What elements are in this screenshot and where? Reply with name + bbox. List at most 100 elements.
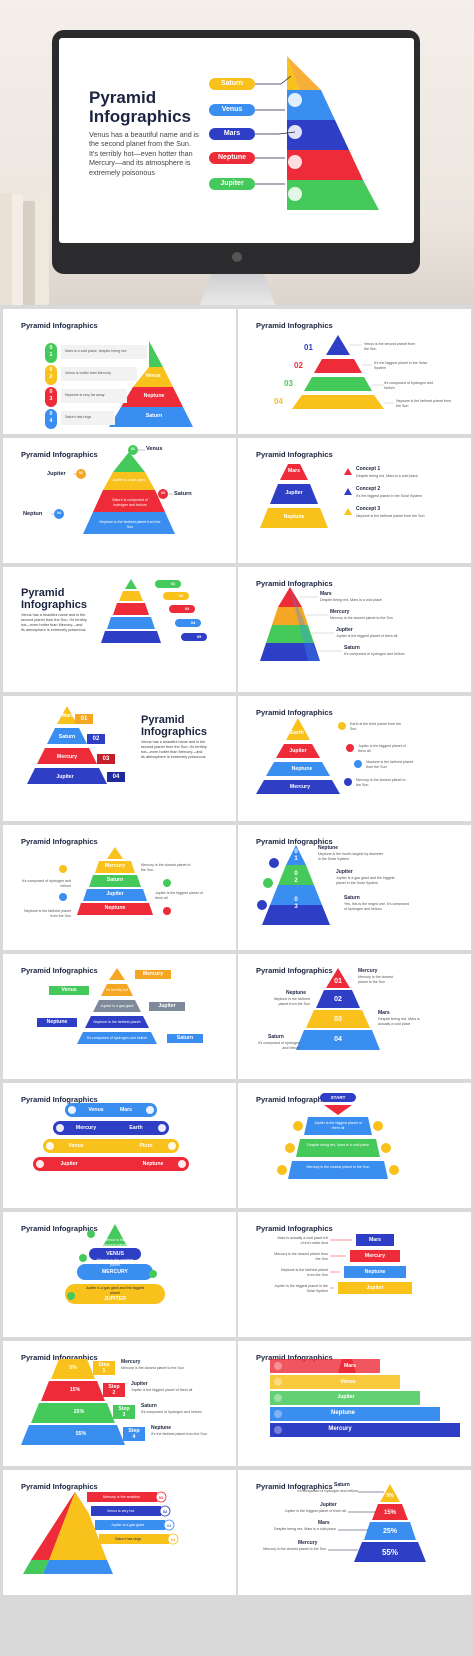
step-number: 04: [112, 774, 120, 780]
hero-pyramid: [209, 56, 379, 210]
item-text: It's composed of hydrogen and helium: [344, 652, 405, 656]
slide-18: Pyramid Infographics Mars Venus Jupiter …: [238, 1341, 471, 1466]
slide-title: Pyramid Infographics: [256, 450, 333, 459]
note: Mercury is the closest planet to the Sun: [306, 1165, 370, 1169]
slide-4: Pyramid Infographics Mars Jupiter Neptun…: [238, 438, 471, 563]
planet-label: Mercury: [142, 971, 164, 977]
hero-title: Pyramid Infographics: [89, 88, 192, 126]
monitor-logo-icon: [232, 252, 242, 262]
item-text: Neptune is the farthest planet from the …: [273, 997, 310, 1006]
item-title: Mars: [320, 591, 332, 597]
item-text: It's composed of hydrogen and helium: [297, 1489, 358, 1493]
step-number: 03: [284, 379, 293, 388]
slide-3: Pyramid Infographics 01 02 03 04 Venus J…: [3, 438, 236, 563]
item-title: Saturn: [344, 895, 360, 901]
planet-label: Neptun: [23, 511, 43, 517]
note: Earth is the third planet from the Sun: [350, 722, 402, 731]
step-number: 0 1: [294, 849, 298, 862]
monitor-screen: Pyramid Infographics Venus has a beautif…: [59, 38, 414, 243]
step-number: 04: [190, 620, 196, 625]
item-text: Mercury is the closest planet to the Sun: [330, 616, 393, 620]
item-title: Saturn: [268, 1034, 284, 1040]
step-label: Step 3: [118, 1406, 130, 1418]
ufo-icon: [288, 187, 302, 201]
item-text: Jupiter is a gas giant and the biggest p…: [336, 876, 395, 885]
item-text: Neptune is the fourth-largest by diamete…: [318, 852, 384, 861]
slide-5: Pyramid Infographics Venus has a beautif…: [3, 567, 236, 692]
step-number: 05: [196, 634, 202, 639]
item-title: Saturn: [344, 645, 360, 651]
note: Venus is the second planet: [103, 1238, 127, 1247]
level-label: Neptune: [331, 1410, 355, 1416]
percent-label: 5%: [69, 1365, 77, 1371]
step-number: 04: [170, 1537, 176, 1542]
hero-mockup: Pyramid Infographics Venus has a beautif…: [0, 0, 474, 305]
note: Jupiter is the biggest planet in the Sol…: [274, 1284, 328, 1293]
step-number: 03: [334, 1016, 342, 1023]
step-label: Step 4: [128, 1428, 140, 1440]
step-number: 04: [334, 1036, 342, 1043]
step-number: 03: [102, 756, 110, 762]
slide-15: Pyramid Infographics VENUS MERCURY JUPIT…: [3, 1212, 236, 1337]
level-label: Neptune: [291, 766, 313, 772]
note: Neptune is very far away: [65, 393, 105, 397]
step-number: 0 2: [294, 871, 298, 884]
level-label: Neptune: [142, 1161, 164, 1167]
slide-title: Pyramid Infographics: [21, 1095, 98, 1104]
item-title: Mars: [318, 1520, 330, 1526]
slide-title: Pyramid Infographics: [256, 579, 333, 588]
monitor-stand: [200, 274, 275, 305]
step-number: 0 4: [49, 411, 53, 424]
note: It's composed of hydrogen and helium: [21, 879, 71, 888]
level-label: Jupiter: [337, 1394, 355, 1400]
slide-20: Pyramid Infographics 5% 15% 25% 55% Satu…: [238, 1470, 471, 1595]
item-text: Despite being red, Mars is a cold place: [274, 1527, 336, 1531]
level-label: Mercury: [364, 1253, 386, 1259]
item-text: Mercury is the closest planet to the Sun: [263, 1547, 326, 1551]
step-number: 01: [80, 716, 88, 722]
step-number: 03: [166, 1523, 172, 1528]
concept-text: It's the biggest planet in the Solar Sys…: [356, 494, 423, 498]
slide-title: Pyramid Infographics: [256, 1353, 333, 1362]
slide-big-title: Pyramid Infographics: [21, 587, 88, 611]
planet-label: Saturn: [176, 1035, 194, 1041]
planet-label: Jupiter: [158, 1003, 176, 1009]
level-label: Mars: [287, 468, 301, 474]
level-label: Earth: [129, 1125, 143, 1131]
note: Jupiter is the biggest planet of them al…: [155, 891, 203, 900]
step-number: 03: [161, 491, 165, 495]
hero-body: Venus has a beautiful name and is the se…: [89, 130, 199, 177]
slide-title: Pyramid Infographics: [256, 1224, 333, 1233]
slide-body: Venus has a beautiful name and is the se…: [21, 613, 87, 632]
slide-17: Pyramid Infographics 5% 15% 25% 55% Step…: [3, 1341, 236, 1466]
item-title: Mercury: [298, 1540, 318, 1546]
percent-label: 55%: [75, 1431, 87, 1437]
note: Neptune is the farthest planet from the …: [366, 760, 413, 769]
level-label: Mars: [343, 1363, 357, 1369]
slide-13: Pyramid Infographics Venus Mars Mercury …: [3, 1083, 236, 1208]
slide-title: Pyramid Infographics: [21, 1482, 98, 1491]
concept-title: Concept 1: [356, 466, 381, 472]
note: Neptune is the farthest planet: [93, 1020, 141, 1024]
level-label: Mars: [61, 713, 75, 719]
start-button[interactable]: START: [330, 1095, 346, 1100]
step-label: Step 1: [98, 1362, 110, 1374]
level-label: MERCURY: [101, 1269, 129, 1275]
note: Jupiter is a gas giant: [111, 1523, 144, 1527]
note: Mercury is the closest planet to the Sun: [141, 863, 191, 872]
note: Neptune is the farthest planet from the …: [396, 399, 452, 408]
item-text: It's the farthest planet from the Sun: [151, 1432, 207, 1436]
planet-label: Venus: [146, 446, 163, 452]
step-number: 04: [57, 511, 61, 515]
item-text: Mercury is the closest planet to the Sun: [358, 975, 393, 984]
step-number: 02: [178, 593, 184, 598]
slide-8: Pyramid Infographics Earth Jupiter Neptu…: [238, 696, 471, 821]
item-title: Jupiter: [131, 1381, 148, 1387]
concept-text: Neptune is the farthest planet from the …: [356, 514, 425, 518]
item-title: Mars: [378, 1010, 390, 1016]
note: Neptune is the farthest planet from the …: [281, 1268, 328, 1277]
item-text: Despite being red, Mars is a cold place: [320, 598, 382, 602]
note: Despite being red, Mars is a cold place: [307, 1143, 369, 1147]
item-title: Jupiter: [320, 1502, 337, 1508]
level-label: Jupiter: [60, 1161, 78, 1167]
